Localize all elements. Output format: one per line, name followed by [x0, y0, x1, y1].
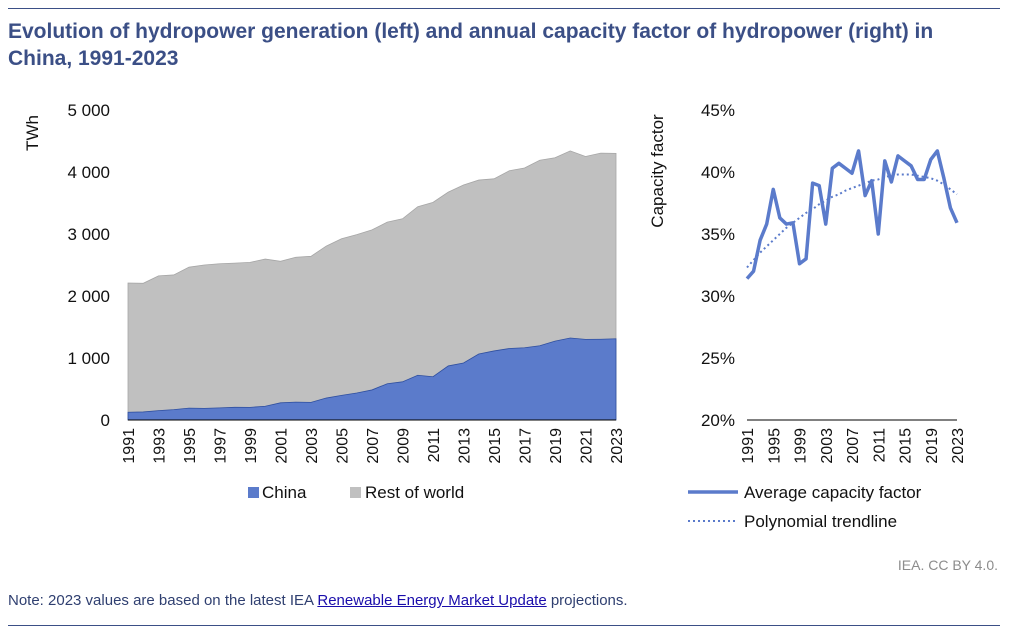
right-legend: Average capacity factor Polynomial trendl…: [688, 483, 922, 531]
capacity-factor-line: [745, 149, 959, 280]
left-y-tick-label: 2 000: [67, 287, 110, 306]
right-y-axis-label: Capacity factor: [648, 114, 667, 228]
right-y-tick-label: 30%: [701, 287, 735, 306]
left-x-tick-label: 2009: [396, 428, 413, 464]
bottom-rule: [8, 625, 1000, 626]
note-prefix: Note: 2023 values are based on the lates…: [8, 592, 318, 609]
right-x-tick-label: 1999: [793, 428, 810, 464]
left-x-tick-label: 2007: [365, 428, 382, 464]
right-x-tick-label: 2023: [950, 428, 967, 464]
right-x-tick-label: 1995: [766, 428, 783, 464]
right-y-tick-label: 45%: [701, 101, 735, 120]
left-y-tick-label: 1 000: [67, 349, 110, 368]
note-suffix: projections.: [546, 592, 628, 609]
left-y-tick-label: 5 000: [67, 101, 110, 120]
legend-swatch-rest-of-world: [350, 487, 361, 498]
capacity-lines: [745, 149, 959, 280]
left-x-tick-label: 1999: [243, 428, 260, 464]
left-x-tick-label: 2005: [335, 428, 352, 464]
right-y-tick-label: 25%: [701, 349, 735, 368]
left-x-tick-label: 2021: [579, 428, 596, 464]
right-x-tick-label: 2011: [871, 428, 888, 463]
left-y-ticks: 0 1 000 2 000 3 000 4 000 5 000: [67, 101, 110, 430]
top-rule: [8, 8, 1000, 9]
legend-swatch-china: [248, 487, 259, 498]
right-y-tick-label: 35%: [701, 225, 735, 244]
legend-label-trendline: Polynomial trendline: [744, 512, 897, 531]
legend-label-china: China: [262, 483, 307, 502]
capacity-factor-chart: 20% 25% 30% 35% 40% 45% 1991 1995 1999 2003 2007 2…: [648, 101, 967, 531]
left-x-tick-label: 1993: [152, 428, 169, 464]
chart-title: Evolution of hydropower generation (left…: [8, 20, 934, 70]
left-y-tick-label: 4 000: [67, 163, 110, 182]
left-y-axis-label: TWh: [23, 115, 42, 151]
left-x-tick-label: 2001: [274, 428, 291, 464]
left-x-tick-label: 2015: [487, 428, 504, 464]
footnote: Note: 2023 values are based on the lates…: [8, 592, 628, 609]
right-x-tick-label: 2003: [819, 428, 836, 464]
left-x-ticks: 1991 1993 1995 1997 1999 2001 2003 2005 2007 2009…: [121, 428, 626, 464]
left-x-tick-label: 2019: [548, 428, 565, 464]
left-x-tick-label: 1991: [121, 428, 138, 464]
trendline: [746, 173, 958, 269]
left-y-tick-label: 3 000: [67, 225, 110, 244]
right-x-tick-label: 2007: [845, 428, 862, 464]
right-y-ticks: 20% 25% 30% 35% 40% 45%: [701, 101, 735, 430]
left-y-tick-label: 0: [101, 411, 110, 430]
left-x-tick-label: 2017: [518, 428, 535, 464]
left-x-tick-label: 1997: [213, 428, 230, 464]
left-x-tick-label: 2023: [609, 428, 626, 464]
legend-label-rest-of-world: Rest of world: [365, 483, 464, 502]
right-x-tick-label: 2019: [924, 428, 941, 464]
left-x-tick-label: 1995: [182, 428, 199, 464]
legend-label-capacity-factor: Average capacity factor: [744, 483, 922, 502]
left-x-tick-label: 2003: [304, 428, 321, 464]
left-x-tick-label: 2013: [457, 428, 474, 464]
china-area: [127, 337, 617, 421]
note-link[interactable]: Renewable Energy Market Update: [317, 592, 547, 609]
right-x-tick-label: 1991: [740, 428, 757, 464]
left-x-tick-label: 2011: [426, 428, 443, 463]
right-x-tick-label: 2015: [898, 428, 915, 464]
stacked-areas: [127, 150, 617, 421]
source-credit: IEA. CC BY 4.0.: [897, 557, 998, 573]
right-x-ticks: 1991 1995 1999 2003 2007 2011 2015 2019 2023: [740, 428, 967, 464]
right-y-tick-label: 20%: [701, 411, 735, 430]
left-legend: China Rest of world: [248, 483, 464, 502]
right-y-tick-label: 40%: [701, 163, 735, 182]
